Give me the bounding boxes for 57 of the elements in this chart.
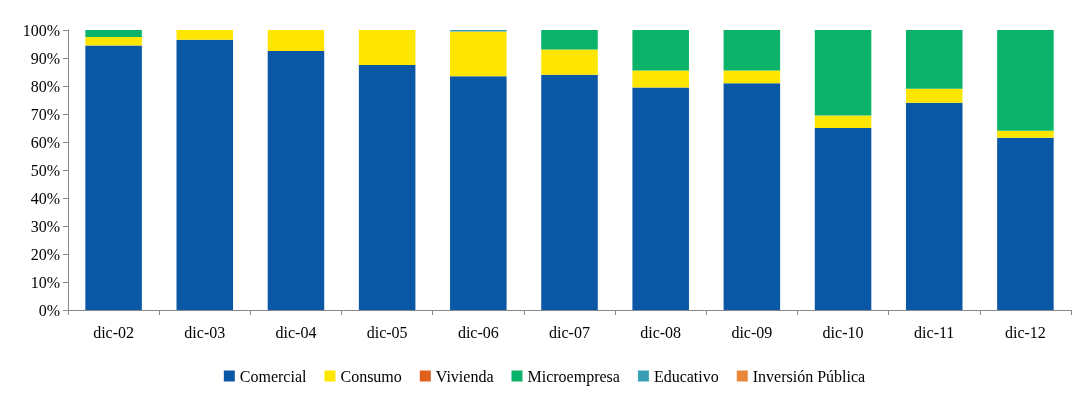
legend-label: Microempresa <box>527 367 620 386</box>
bar <box>541 74 598 310</box>
x-tick-label: dic-03 <box>184 323 226 341</box>
y-tick-label: 60% <box>30 133 60 151</box>
y-tick-label: 90% <box>30 49 60 67</box>
y-tick-label: 0% <box>38 301 60 319</box>
bar <box>176 30 234 40</box>
bar <box>632 87 689 310</box>
y-tick-label: 10% <box>30 273 60 291</box>
bar <box>905 30 963 89</box>
legend-label: Educativo <box>653 367 719 385</box>
legend-label: Inversión Pública <box>752 367 866 385</box>
bar <box>358 30 416 65</box>
bar <box>358 65 416 310</box>
bar <box>905 88 963 103</box>
legend-label: Vivienda <box>435 367 494 385</box>
x-tick-label: dic-05 <box>366 323 408 341</box>
bar <box>450 31 507 77</box>
bar <box>723 30 781 71</box>
y-tick-label: 20% <box>30 245 60 263</box>
bar <box>723 70 781 84</box>
bar <box>997 137 1054 310</box>
bar <box>997 30 1054 131</box>
bar <box>814 128 872 310</box>
y-tick-label: 80% <box>30 77 60 95</box>
bar <box>632 30 689 71</box>
bar <box>85 45 142 310</box>
bar <box>905 102 963 310</box>
x-tick-label: dic-12 <box>1004 323 1046 341</box>
bar <box>814 115 872 128</box>
x-tick-label: dic-02 <box>93 323 135 341</box>
bar <box>85 30 142 37</box>
y-tick-label: 70% <box>30 105 60 123</box>
legend-label: Consumo <box>340 367 402 385</box>
bar <box>176 39 234 310</box>
x-tick-label: dic-06 <box>457 323 499 341</box>
y-tick-label: 100% <box>22 21 60 39</box>
y-tick-label: 50% <box>30 161 60 179</box>
x-tick-label: dic-09 <box>731 323 773 341</box>
bar <box>541 30 598 50</box>
x-tick-label: dic-04 <box>275 323 317 341</box>
bar <box>814 30 872 116</box>
y-tick-label: 30% <box>30 217 60 235</box>
bar <box>541 49 598 75</box>
y-tick-label: 40% <box>30 189 60 207</box>
bar <box>267 51 325 310</box>
legend-label: Comercial <box>239 367 308 385</box>
x-tick-label: dic-08 <box>640 323 682 341</box>
bar <box>267 30 325 51</box>
x-tick-label: dic-07 <box>549 323 590 341</box>
bar <box>723 83 781 310</box>
bar <box>450 76 507 310</box>
x-tick-label: dic-11 <box>914 323 955 341</box>
bar <box>997 130 1054 138</box>
x-tick-label: dic-10 <box>822 323 864 341</box>
bar <box>632 70 689 88</box>
bar <box>85 37 142 46</box>
